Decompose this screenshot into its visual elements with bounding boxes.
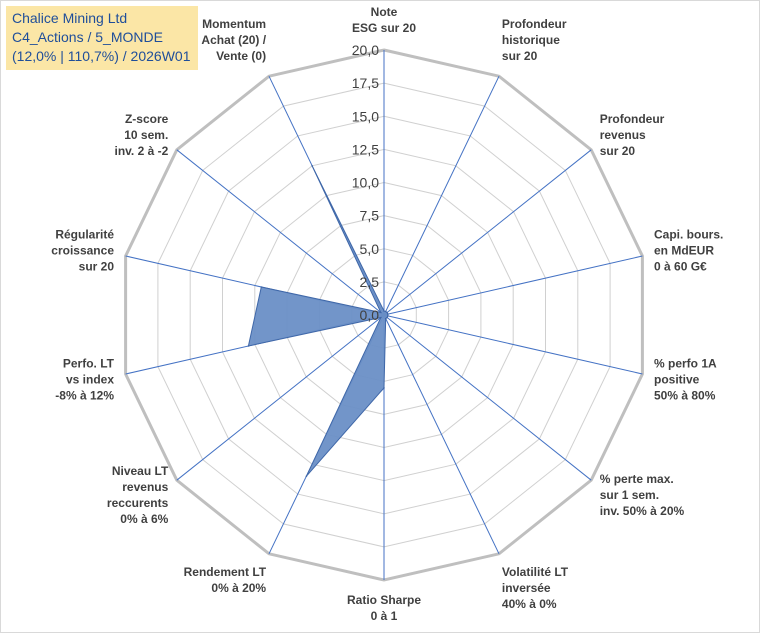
series-point [383, 387, 385, 389]
axis-spoke [176, 149, 385, 316]
axis-label: Régularité croissance sur 20 [51, 228, 114, 274]
radar-axis-labels: Note ESG sur 20 Profondeur historique sur 20… [51, 5, 723, 623]
series-point [247, 345, 250, 347]
axis-label: Ratio Sharpe 0 à 1 [347, 593, 421, 623]
series-point [305, 475, 308, 478]
series-point [260, 286, 263, 288]
axis-label-line: vs index [66, 372, 114, 386]
series-point [386, 311, 388, 314]
axis-label-line: inv. 2 à -2 [114, 144, 168, 158]
tick-label: 20,0 [352, 42, 379, 58]
axis-label-line: % perfo 1A [654, 356, 717, 370]
axis-label-line: 50% à 80% [654, 388, 716, 402]
axis-label-line: Vente (0) [216, 49, 266, 63]
axis-label-line: positive [654, 372, 700, 386]
title-line-stats: (12,0% | 110,7%) / 2026W01 [12, 48, 191, 64]
axis-spoke [176, 314, 385, 481]
tick-label: 12,5 [352, 141, 379, 157]
axis-spoke [383, 314, 592, 481]
series-point [311, 165, 313, 167]
axis-label-line: en MdEUR [654, 244, 714, 258]
series-point [380, 316, 382, 319]
tick-label: 5,0 [360, 241, 380, 257]
axis-label-line: ESG sur 20 [352, 21, 416, 35]
radar-series [247, 165, 389, 478]
tick-label: 15,0 [352, 108, 379, 124]
axis-label-line: Achat (20) / [201, 33, 266, 47]
axis-label-line: sur 20 [79, 260, 115, 274]
axis-label-line: Perfo. LT [63, 356, 115, 370]
axis-label-line: 0% à 20% [211, 581, 266, 595]
series-point [383, 310, 385, 312]
axis-label-line: revenus [600, 128, 646, 142]
axis-spoke [383, 314, 643, 375]
axis-label-line: 0% à 6% [120, 512, 168, 526]
tick-label: 2,5 [360, 274, 380, 290]
chart-title-box: Chalice Mining Ltd C4_Actions / 5_MONDE … [6, 6, 198, 70]
axis-label-line: revenus [122, 480, 168, 494]
title-line-company: Chalice Mining Ltd [12, 10, 128, 26]
axis-label-line: reccurents [107, 496, 169, 510]
axis-spoke [383, 255, 643, 316]
axis-label-line: Ratio Sharpe [347, 593, 421, 607]
axis-label-line: Capi. bours. [654, 228, 723, 242]
axis-label-line: Profondeur [502, 17, 567, 31]
axis-label: Z-score 10 sem. inv. 2 à -2 [114, 112, 168, 158]
axis-label-line: Profondeur [600, 112, 665, 126]
series-point [384, 317, 387, 320]
series-point [387, 313, 389, 315]
axis-label-line: historique [502, 33, 560, 47]
series-point [386, 316, 388, 319]
axis-label: Rendement LT 0% à 20% [184, 565, 267, 595]
axis-label-line: Z-score [125, 112, 169, 126]
title-line-category: C4_Actions / 5_MONDE [12, 29, 163, 45]
axis-label-line: 0 à 60 G€ [654, 260, 707, 274]
series-point [387, 315, 389, 317]
axis-label-line: Momentum [202, 17, 266, 31]
tick-label: 17,5 [352, 75, 379, 91]
axis-label: Profondeur historique sur 20 [502, 17, 567, 63]
axis-spoke [383, 314, 500, 555]
axis-label: Note ESG sur 20 [352, 5, 416, 35]
axis-label: % perte max. sur 1 sem. inv. 50% à 20% [600, 472, 685, 518]
axis-label: % perfo 1A positive 50% à 80% [654, 356, 717, 402]
axis-label-line: sur 1 sem. [600, 488, 659, 502]
axis-label-line: -8% à 12% [55, 388, 114, 402]
axis-label-line: croissance [51, 244, 114, 258]
axis-label: Volatilité LT inversée 40% à 0% [502, 565, 569, 611]
tick-label: 0,0 [360, 307, 380, 323]
axis-label-line: sur 20 [600, 144, 636, 158]
axis-label: Momentum Achat (20) / Vente (0) [201, 17, 266, 63]
axis-label-line: Volatilité LT [502, 565, 569, 579]
tick-label: 10,0 [352, 175, 379, 191]
axis-label: Capi. bours. en MdEUR 0 à 60 G€ [654, 228, 723, 274]
axis-label-line: inv. 50% à 20% [600, 504, 685, 518]
axis-label-line: 0 à 1 [371, 609, 398, 623]
axis-label-line: % perte max. [600, 472, 674, 486]
axis-label-line: Régularité [55, 228, 114, 242]
series-point [380, 311, 382, 314]
axis-label-line: 10 sem. [124, 128, 168, 142]
tick-label: 7,5 [360, 208, 380, 224]
axis-label-line: Note [371, 5, 398, 19]
axis-label-line: inversée [502, 581, 551, 595]
axis-label: Profondeur revenus sur 20 [600, 112, 665, 158]
axis-label-line: 40% à 0% [502, 597, 557, 611]
axis-label-line: sur 20 [502, 49, 538, 63]
axis-label-line: Niveau LT [112, 464, 169, 478]
axis-spoke [383, 149, 592, 316]
radar-tick-labels: 0,0 2,5 5,0 7,5 10,0 12,5 15,0 17,5 20,0 [352, 42, 379, 323]
axis-label: Perfo. LT vs index -8% à 12% [55, 356, 114, 402]
series-point [384, 310, 387, 313]
axis-label-line: Rendement LT [184, 565, 267, 579]
axis-spoke [383, 75, 500, 316]
axis-label: Niveau LT revenus reccurents 0% à 6% [107, 464, 169, 526]
